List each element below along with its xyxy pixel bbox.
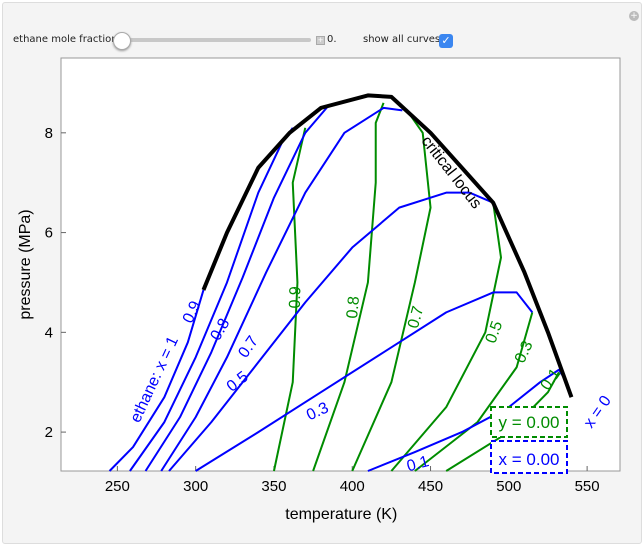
- expand-slider-icon[interactable]: +: [316, 36, 325, 45]
- dew-curve: [351, 109, 432, 472]
- slider-label: ethane mole fraction: [13, 34, 118, 45]
- x-tick-label: 500: [496, 478, 521, 495]
- x-axis-label: temperature (K): [285, 506, 397, 523]
- critical-locus-curve: [201, 93, 574, 398]
- plot-frame: [60, 57, 621, 472]
- dew-curve-label: 0.8: [344, 295, 363, 319]
- y-readout: y = 0.00: [499, 413, 560, 432]
- bubble-curve-label: 0.1: [405, 453, 431, 475]
- x-tick-label: 350: [261, 478, 286, 495]
- bubble-curve: [144, 104, 330, 472]
- y-tick-label: 8: [45, 125, 53, 142]
- y-tick-label: 6: [45, 225, 53, 242]
- show-all-curves-checkbox[interactable]: ✓: [439, 34, 453, 48]
- x-readout: x = 0.00: [499, 450, 560, 469]
- dew-curve-label: 0.7: [405, 304, 427, 330]
- bubble-curve: [160, 106, 403, 472]
- bubble-curve: [195, 291, 534, 472]
- bubble-curve: [108, 289, 205, 472]
- dew-curve-label: 0.9: [287, 286, 305, 309]
- ethane-mole-fraction-slider[interactable]: [121, 38, 311, 42]
- checkbox-label: show all curves: [363, 34, 441, 45]
- y-readout-box: [490, 406, 568, 438]
- slider-value: 0.: [327, 34, 337, 45]
- dew-curve: [414, 312, 534, 472]
- y-axis-label: pressure (MPa): [17, 209, 34, 319]
- slider-thumb[interactable]: [113, 32, 131, 50]
- x-tick-label: 400: [340, 478, 365, 495]
- dew-curve: [312, 102, 385, 472]
- x-tick-label: 550: [575, 478, 600, 495]
- x-tick-label: 300: [183, 478, 208, 495]
- options-plus-icon[interactable]: +: [629, 11, 639, 21]
- x-readout-box: [490, 440, 568, 474]
- dew-curve: [272, 127, 307, 472]
- x-tick-label: 450: [418, 478, 443, 495]
- dew-curve-label: 0.5: [483, 319, 507, 346]
- bubble-curve: [168, 191, 494, 472]
- y-tick-label: 4: [45, 324, 53, 341]
- x-tick-label: 250: [105, 478, 130, 495]
- y-tick-label: 2: [45, 424, 53, 441]
- dew-curve: [390, 202, 502, 472]
